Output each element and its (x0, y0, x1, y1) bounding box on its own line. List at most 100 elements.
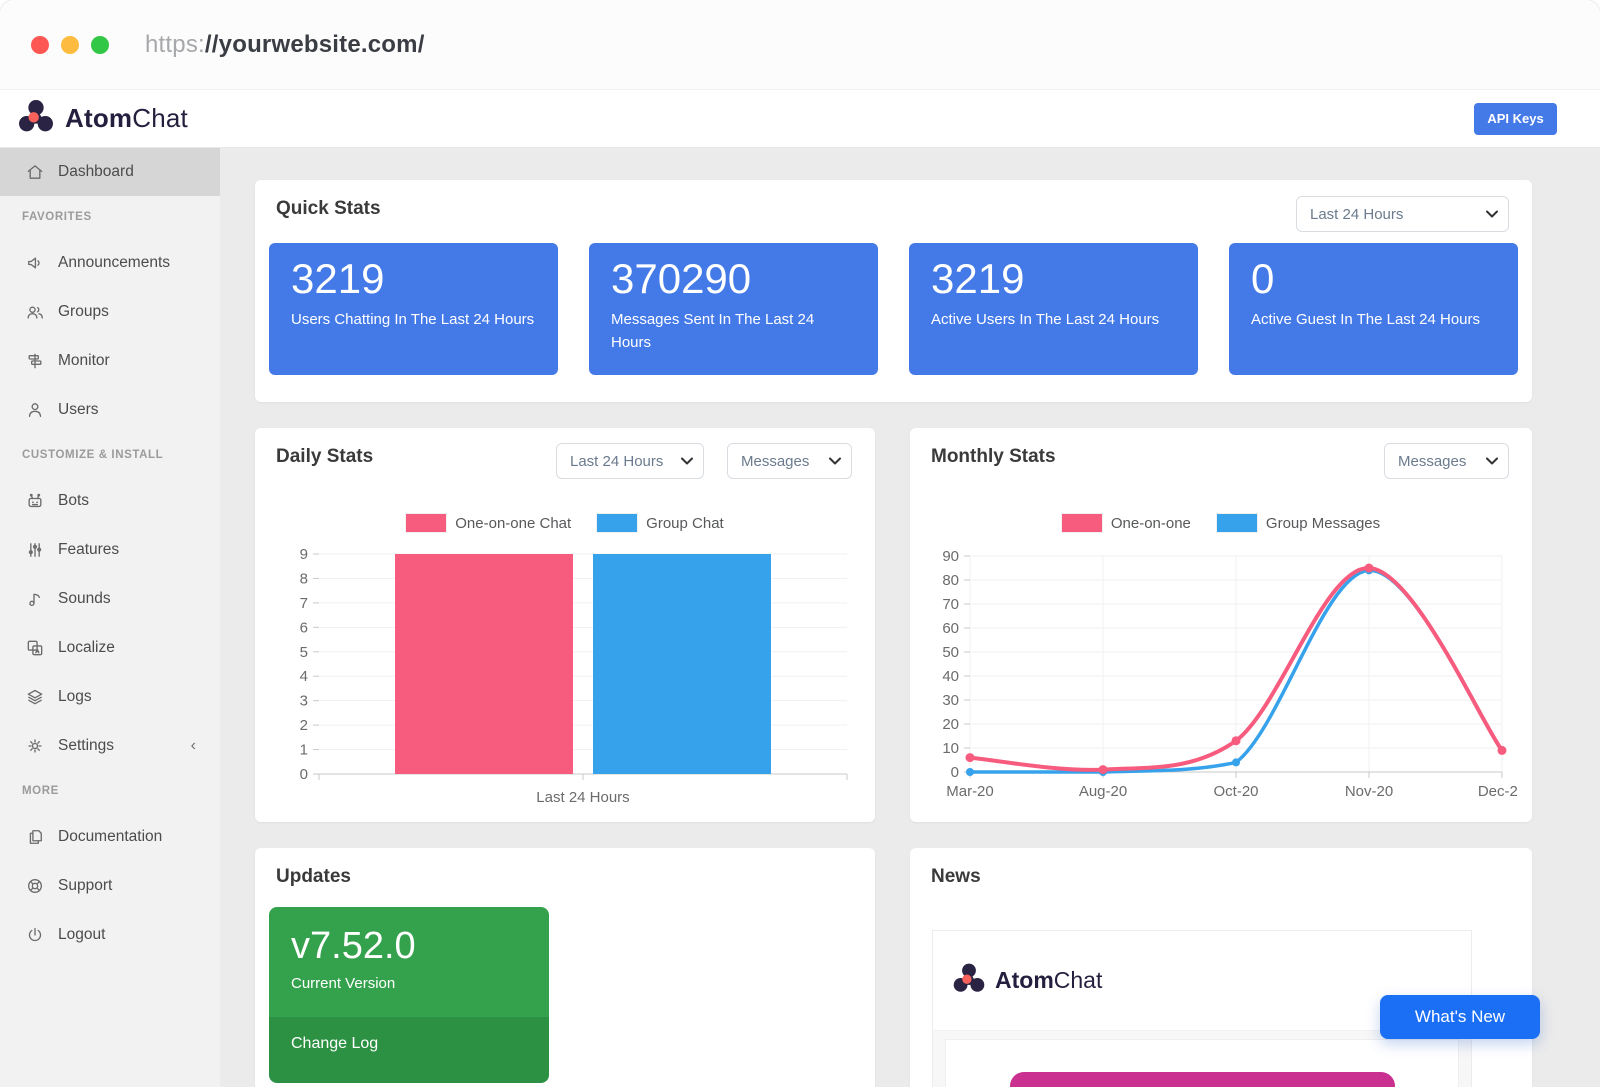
megaphone-icon (25, 253, 45, 273)
current-version-card: v7.52.0 Current Version (269, 907, 549, 1017)
window-controls (31, 35, 109, 54)
daily-stats-range-select-wrap: Last 24 Hours (556, 443, 704, 479)
sidebar-item-documentation[interactable]: Documentation (0, 812, 220, 861)
close-window-icon[interactable] (31, 35, 49, 54)
sidebar-item-label: Features (58, 540, 120, 558)
version-card: v7.52.0 Current Version Change Log (269, 907, 549, 1083)
sidebar-item-groups[interactable]: Groups (0, 287, 220, 336)
sidebar-item-dashboard[interactable]: Dashboard (0, 148, 220, 196)
quick-stat-card: 3219 Active Users In The Last 24 Hours (909, 243, 1198, 375)
data-point[interactable] (1497, 745, 1507, 755)
daily-stats-panel: Daily Stats Last 24 Hours Messages One-o… (255, 428, 875, 822)
line-one-on-one (968, 565, 1504, 772)
data-point[interactable] (1364, 563, 1374, 573)
change-log-link[interactable]: Change Log (269, 1017, 549, 1083)
data-point[interactable] (1231, 736, 1241, 746)
minimize-window-icon[interactable] (61, 35, 79, 54)
quick-stats-range-select[interactable]: Last 24 Hours (1296, 196, 1509, 232)
url-host: yourwebsite.com/ (218, 30, 425, 58)
sidebar-item-logs[interactable]: Logs (0, 672, 220, 721)
sidebar-item-label: Localize (58, 638, 115, 656)
api-keys-button[interactable]: API Keys (1474, 102, 1557, 135)
svg-text:2: 2 (300, 717, 308, 734)
svg-text:4: 4 (300, 668, 308, 685)
quick-stat-cards: 3219 Users Chatting In The Last 24 Hours 3… (269, 243, 1518, 375)
sidebar-item-localize[interactable]: Localize (0, 623, 220, 672)
main-content: Quick Stats Last 24 Hours 3219 Users Chat… (220, 148, 1600, 1087)
sidebar-item-support[interactable]: Support (0, 861, 220, 910)
user-icon (25, 400, 45, 420)
quick-stat-card: 0 Active Guest In The Last 24 Hours (1229, 243, 1518, 375)
stat-label: Active Guest In The Last 24 Hours (1251, 310, 1481, 328)
updates-title: Updates (276, 866, 351, 887)
sidebar-item-bots[interactable]: Bots (0, 476, 220, 525)
sidebar-item-logout[interactable]: Logout (0, 910, 220, 959)
pages-icon (25, 827, 45, 847)
news-sheet (945, 1039, 1459, 1087)
monthly-stats-metric-select[interactable]: Messages (1384, 443, 1509, 479)
sidebar-section-header: CUSTOMIZE & INSTALL (22, 449, 164, 461)
whats-new-button[interactable]: What's New (1380, 995, 1540, 1039)
legend-item[interactable]: One-on-one Chat (406, 514, 571, 532)
svg-text:Oct-20: Oct-20 (1213, 783, 1258, 800)
data-point[interactable] (965, 753, 975, 763)
address-bar[interactable]: https://yourwebsite.com/ (145, 31, 425, 59)
bar-group-chat[interactable] (593, 554, 771, 774)
legend-swatch (1216, 514, 1257, 532)
legend-swatch (597, 514, 638, 532)
svg-text:3: 3 (300, 693, 308, 710)
updates-panel: Updates v7.52.0 Current Version Change L… (255, 848, 875, 1087)
stat-value: 370290 (611, 255, 752, 302)
legend-item[interactable]: Group Chat (597, 514, 724, 532)
news-body (933, 1031, 1471, 1087)
data-point[interactable] (966, 768, 974, 776)
bar-one-on-one-chat[interactable] (395, 554, 573, 774)
svg-text:6: 6 (300, 619, 308, 636)
sidebar-item-monitor[interactable]: Monitor (0, 336, 220, 385)
sidebar-section-header: FAVORITES (22, 211, 92, 223)
news-card-header: AtomChat (933, 931, 1471, 1031)
legend-label: One-on-one Chat (455, 514, 572, 532)
atomchat-logo[interactable]: AtomChat (16, 96, 188, 141)
svg-text:90: 90 (942, 548, 959, 565)
daily-bar-chart: 0 1 2 3 4 5 6 7 8 9 Last 24 Hours (269, 544, 861, 811)
sidebar-item-announcements[interactable]: Announcements (0, 238, 220, 287)
line-chart-svg: 0 10 20 30 40 50 60 70 80 90 Mar-20 Aug-20 Oct-20 Nov… (942, 548, 1526, 800)
daily-stats-range-select[interactable]: Last 24 Hours (556, 443, 704, 479)
daily-chart-legend: One-on-one Chat Group Chat (255, 512, 875, 534)
music-note-icon (25, 589, 45, 609)
lifebuoy-icon (25, 876, 45, 896)
stat-value: 3219 (291, 255, 385, 302)
data-point[interactable] (1232, 758, 1240, 767)
svg-text:Nov-20: Nov-20 (1345, 783, 1393, 800)
svg-text:Aug-20: Aug-20 (1079, 783, 1127, 800)
monthly-stats-metric-select-wrap: Messages (1384, 443, 1509, 479)
svg-text:50: 50 (942, 644, 959, 661)
legend-item[interactable]: One-on-one (1061, 514, 1191, 532)
browser-bar: https://yourwebsite.com/ (0, 0, 1600, 90)
data-point[interactable] (1098, 765, 1108, 775)
daily-stats-metric-select[interactable]: Messages (727, 443, 852, 479)
home-icon (25, 162, 45, 182)
version-caption: Current Version (291, 974, 396, 992)
legend-swatch (1061, 514, 1102, 532)
news-cta-button[interactable] (1009, 1072, 1395, 1087)
sidebar-item-label: Dashboard (58, 163, 134, 180)
svg-text:7: 7 (300, 595, 308, 612)
svg-text:Dec-20: Dec-20 (1478, 783, 1518, 800)
legend-item[interactable]: Group Messages (1216, 514, 1380, 532)
maximize-window-icon[interactable] (91, 35, 109, 54)
sidebar-item-settings[interactable]: Settings ‹ (0, 721, 220, 770)
sidebar-item-users[interactable]: Users (0, 385, 220, 434)
sidebar-item-label: Documentation (58, 827, 163, 845)
svg-text:30: 30 (942, 692, 959, 709)
chevron-left-icon[interactable]: ‹ (190, 736, 196, 754)
stat-value: 3219 (931, 255, 1025, 302)
stat-label: Users Chatting In The Last 24 Hours (291, 310, 535, 328)
translate-icon (25, 638, 45, 658)
atomchat-logo-icon (16, 96, 56, 141)
daily-stats-metric-select-wrap: Messages (727, 443, 852, 479)
sidebar-item-sounds[interactable]: Sounds (0, 574, 220, 623)
sidebar-item-features[interactable]: Features (0, 525, 220, 574)
